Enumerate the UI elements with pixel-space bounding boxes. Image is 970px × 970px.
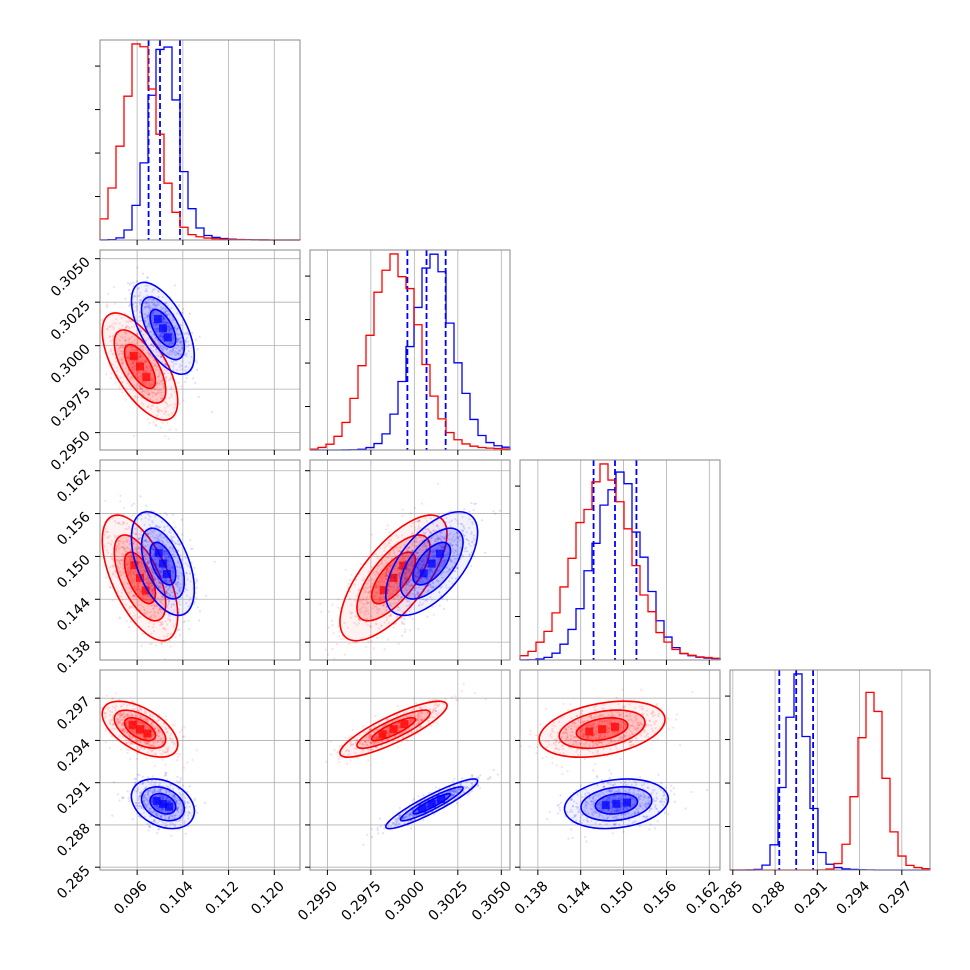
y-tick-label: 0.291	[54, 778, 94, 818]
histogram-red	[309, 253, 511, 450]
panel-frame	[99, 459, 301, 661]
grid-lines	[136, 40, 275, 240]
histogram-red	[519, 463, 721, 660]
scatter-panel-3-1	[309, 669, 511, 871]
scatter-panel-1-0	[99, 249, 301, 451]
histogram-blue	[310, 253, 511, 451]
scatter-panel-3-0	[99, 669, 301, 871]
panel-content	[100, 494, 216, 660]
y-tick-label: 0.3000	[48, 341, 94, 387]
panel-frame	[519, 669, 721, 871]
panel-frame	[99, 249, 301, 451]
y-tick-label: 0.3025	[48, 298, 94, 344]
x-tick-label: 0.150	[598, 878, 638, 918]
histogram-blue	[99, 46, 301, 241]
density-peak-blue	[154, 549, 171, 578]
grid-lines	[100, 670, 300, 870]
grid-lines	[326, 250, 502, 450]
panel-frame	[309, 669, 511, 871]
panel-frame	[309, 459, 511, 661]
density-peak-blue	[152, 796, 173, 811]
histogram-red	[99, 43, 301, 241]
scatter-panel-3-2	[519, 669, 721, 871]
x-tick-label: 0.144	[555, 878, 595, 918]
density-peak-red	[378, 720, 409, 739]
y-tick-label: 0.294	[54, 736, 94, 776]
y-tick-label: 0.150	[54, 552, 94, 592]
panel-content	[100, 266, 213, 440]
density-peak-red	[379, 561, 408, 595]
histogram-red	[730, 691, 931, 871]
density-peak-red	[130, 561, 150, 595]
panel-frame	[99, 39, 301, 241]
x-tick-label: 0.138	[512, 878, 552, 918]
x-tick-label: 0.3000	[382, 878, 428, 924]
density-peak-blue	[418, 795, 446, 813]
x-tick-label: 0.096	[111, 878, 151, 918]
grid-lines	[310, 670, 510, 870]
x-tick-label: 0.2975	[339, 878, 385, 924]
panel-content	[100, 692, 206, 837]
density-peak-red	[585, 722, 619, 736]
samples-blue	[123, 266, 213, 414]
grid-lines	[732, 670, 903, 870]
scatter-panel-2-1	[309, 459, 511, 661]
grid-lines	[100, 460, 300, 660]
panel-frame	[309, 249, 511, 451]
x-tick-label: 0.120	[248, 878, 288, 918]
histogram-panel-3	[729, 669, 931, 871]
y-tick-label: 0.3050	[48, 254, 94, 300]
histogram-panel-0	[99, 39, 301, 241]
x-tick-label: 0.112	[203, 878, 243, 918]
x-tick-label: 0.2950	[295, 878, 341, 924]
x-tick-label: 0.3025	[425, 878, 471, 924]
y-tick-label: 0.156	[54, 509, 94, 549]
x-tick-label: 0.297	[876, 878, 916, 918]
x-tick-label: 0.3050	[469, 878, 515, 924]
panel-frame	[99, 669, 301, 871]
panel-frame	[519, 459, 721, 661]
density-peak-blue	[601, 798, 631, 810]
x-tick-label: 0.294	[834, 878, 874, 918]
density-peak-red	[129, 351, 151, 382]
y-tick-label: 0.138	[54, 638, 94, 678]
histogram-blue	[730, 673, 930, 871]
histogram-panel-2	[519, 459, 721, 661]
grid-lines	[520, 670, 720, 870]
scatter-panel-2-0	[99, 459, 301, 661]
x-tick-label: 0.104	[157, 878, 197, 918]
y-tick-label: 0.297	[54, 694, 94, 734]
y-tick-label: 0.144	[54, 595, 94, 635]
panel-content	[520, 688, 709, 843]
grid-lines	[537, 460, 710, 660]
density-peak-blue	[419, 549, 444, 578]
y-tick-label: 0.288	[54, 820, 94, 860]
y-tick-label: 0.2950	[48, 428, 94, 474]
x-tick-label: 0.288	[749, 878, 789, 918]
y-tick-label: 0.2975	[48, 385, 94, 431]
x-tick-label: 0.291	[791, 878, 831, 918]
x-tick-label: 0.156	[640, 878, 680, 918]
panel-frame	[729, 669, 931, 871]
y-tick-label: 0.285	[54, 863, 94, 903]
density-peak-red	[128, 720, 152, 738]
panel-content	[319, 482, 501, 660]
histogram-panel-1	[309, 249, 511, 451]
panel-content	[325, 682, 499, 846]
density-peak-blue	[153, 315, 172, 342]
